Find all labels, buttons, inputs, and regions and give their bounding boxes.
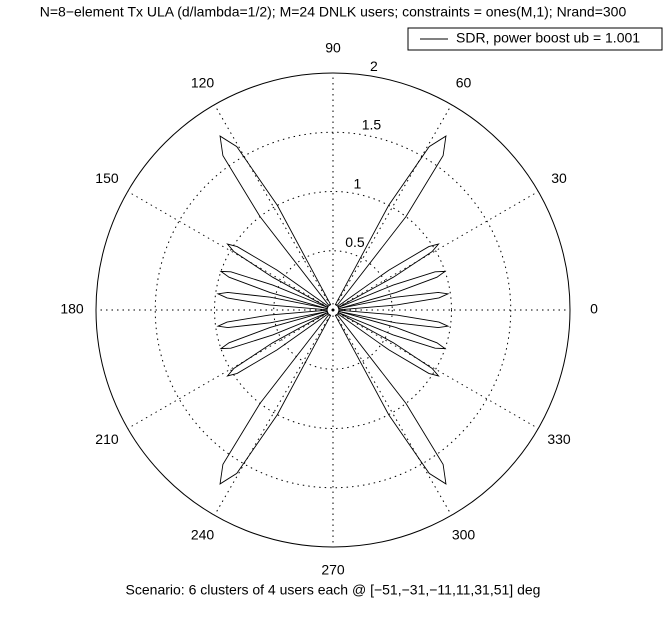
theta-tick-label: 180 [60,301,84,317]
lobe-line [337,312,440,377]
spoke [332,309,452,516]
spoke [332,104,452,311]
spoke [332,309,539,429]
theta-tick-label: 270 [321,562,345,578]
spoke [127,191,334,311]
lobe-line [338,309,450,329]
outer-circle [95,72,571,548]
spoke [127,309,334,429]
lobe-line [219,313,332,485]
lobe-line [338,291,450,311]
grid-circle [273,250,393,370]
theta-tick-label: 210 [95,431,119,447]
theta-tick-label: 60 [456,75,472,91]
legend-box [407,27,663,51]
spoke [214,309,334,516]
lobe-line [337,310,447,350]
lobe-line [216,291,328,311]
spoke [332,191,539,311]
lobe-line [337,243,440,308]
r-tick-label: 1.5 [362,117,382,133]
x-axis-label: Scenario: 6 clusters of 4 users each @ [… [126,582,541,598]
lobe-line [334,135,447,307]
spoke [214,104,334,311]
lobe-line [219,310,329,350]
chart-title: N=8−element Tx ULA (d/lambda=1/2); M=24 … [40,4,627,20]
grid-circle [214,191,452,429]
theta-tick-label: 30 [551,170,567,186]
theta-tick-label: 90 [325,40,341,56]
legend-label: SDR, power boost ub = 1.001 [456,30,640,46]
r-tick-label: 1 [353,175,361,191]
grid-circle [154,131,512,489]
lobe-line [216,309,328,329]
lobe-line [334,313,447,485]
theta-tick-label: 0 [590,301,598,317]
theta-tick-label: 120 [191,75,215,91]
lobe-line [337,270,447,310]
theta-tick-label: 150 [95,170,119,186]
lobe-line [226,312,329,377]
r-tick-label: 2 [370,58,378,74]
theta-tick-label: 240 [191,527,215,543]
r-tick-label: 0.5 [345,234,365,250]
theta-tick-label: 300 [452,527,476,543]
theta-tick-label: 330 [547,431,571,447]
lobe-line [219,270,329,310]
lobe-line [219,135,332,307]
lobe-line [226,243,329,308]
